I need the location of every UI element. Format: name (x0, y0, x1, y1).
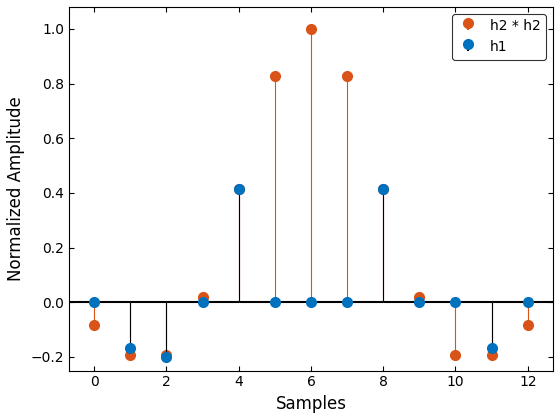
Y-axis label: Normalized Amplitude: Normalized Amplitude (7, 97, 25, 281)
X-axis label: Samples: Samples (276, 395, 347, 413)
Legend: h2 * h2, h1: h2 * h2, h1 (452, 14, 546, 60)
